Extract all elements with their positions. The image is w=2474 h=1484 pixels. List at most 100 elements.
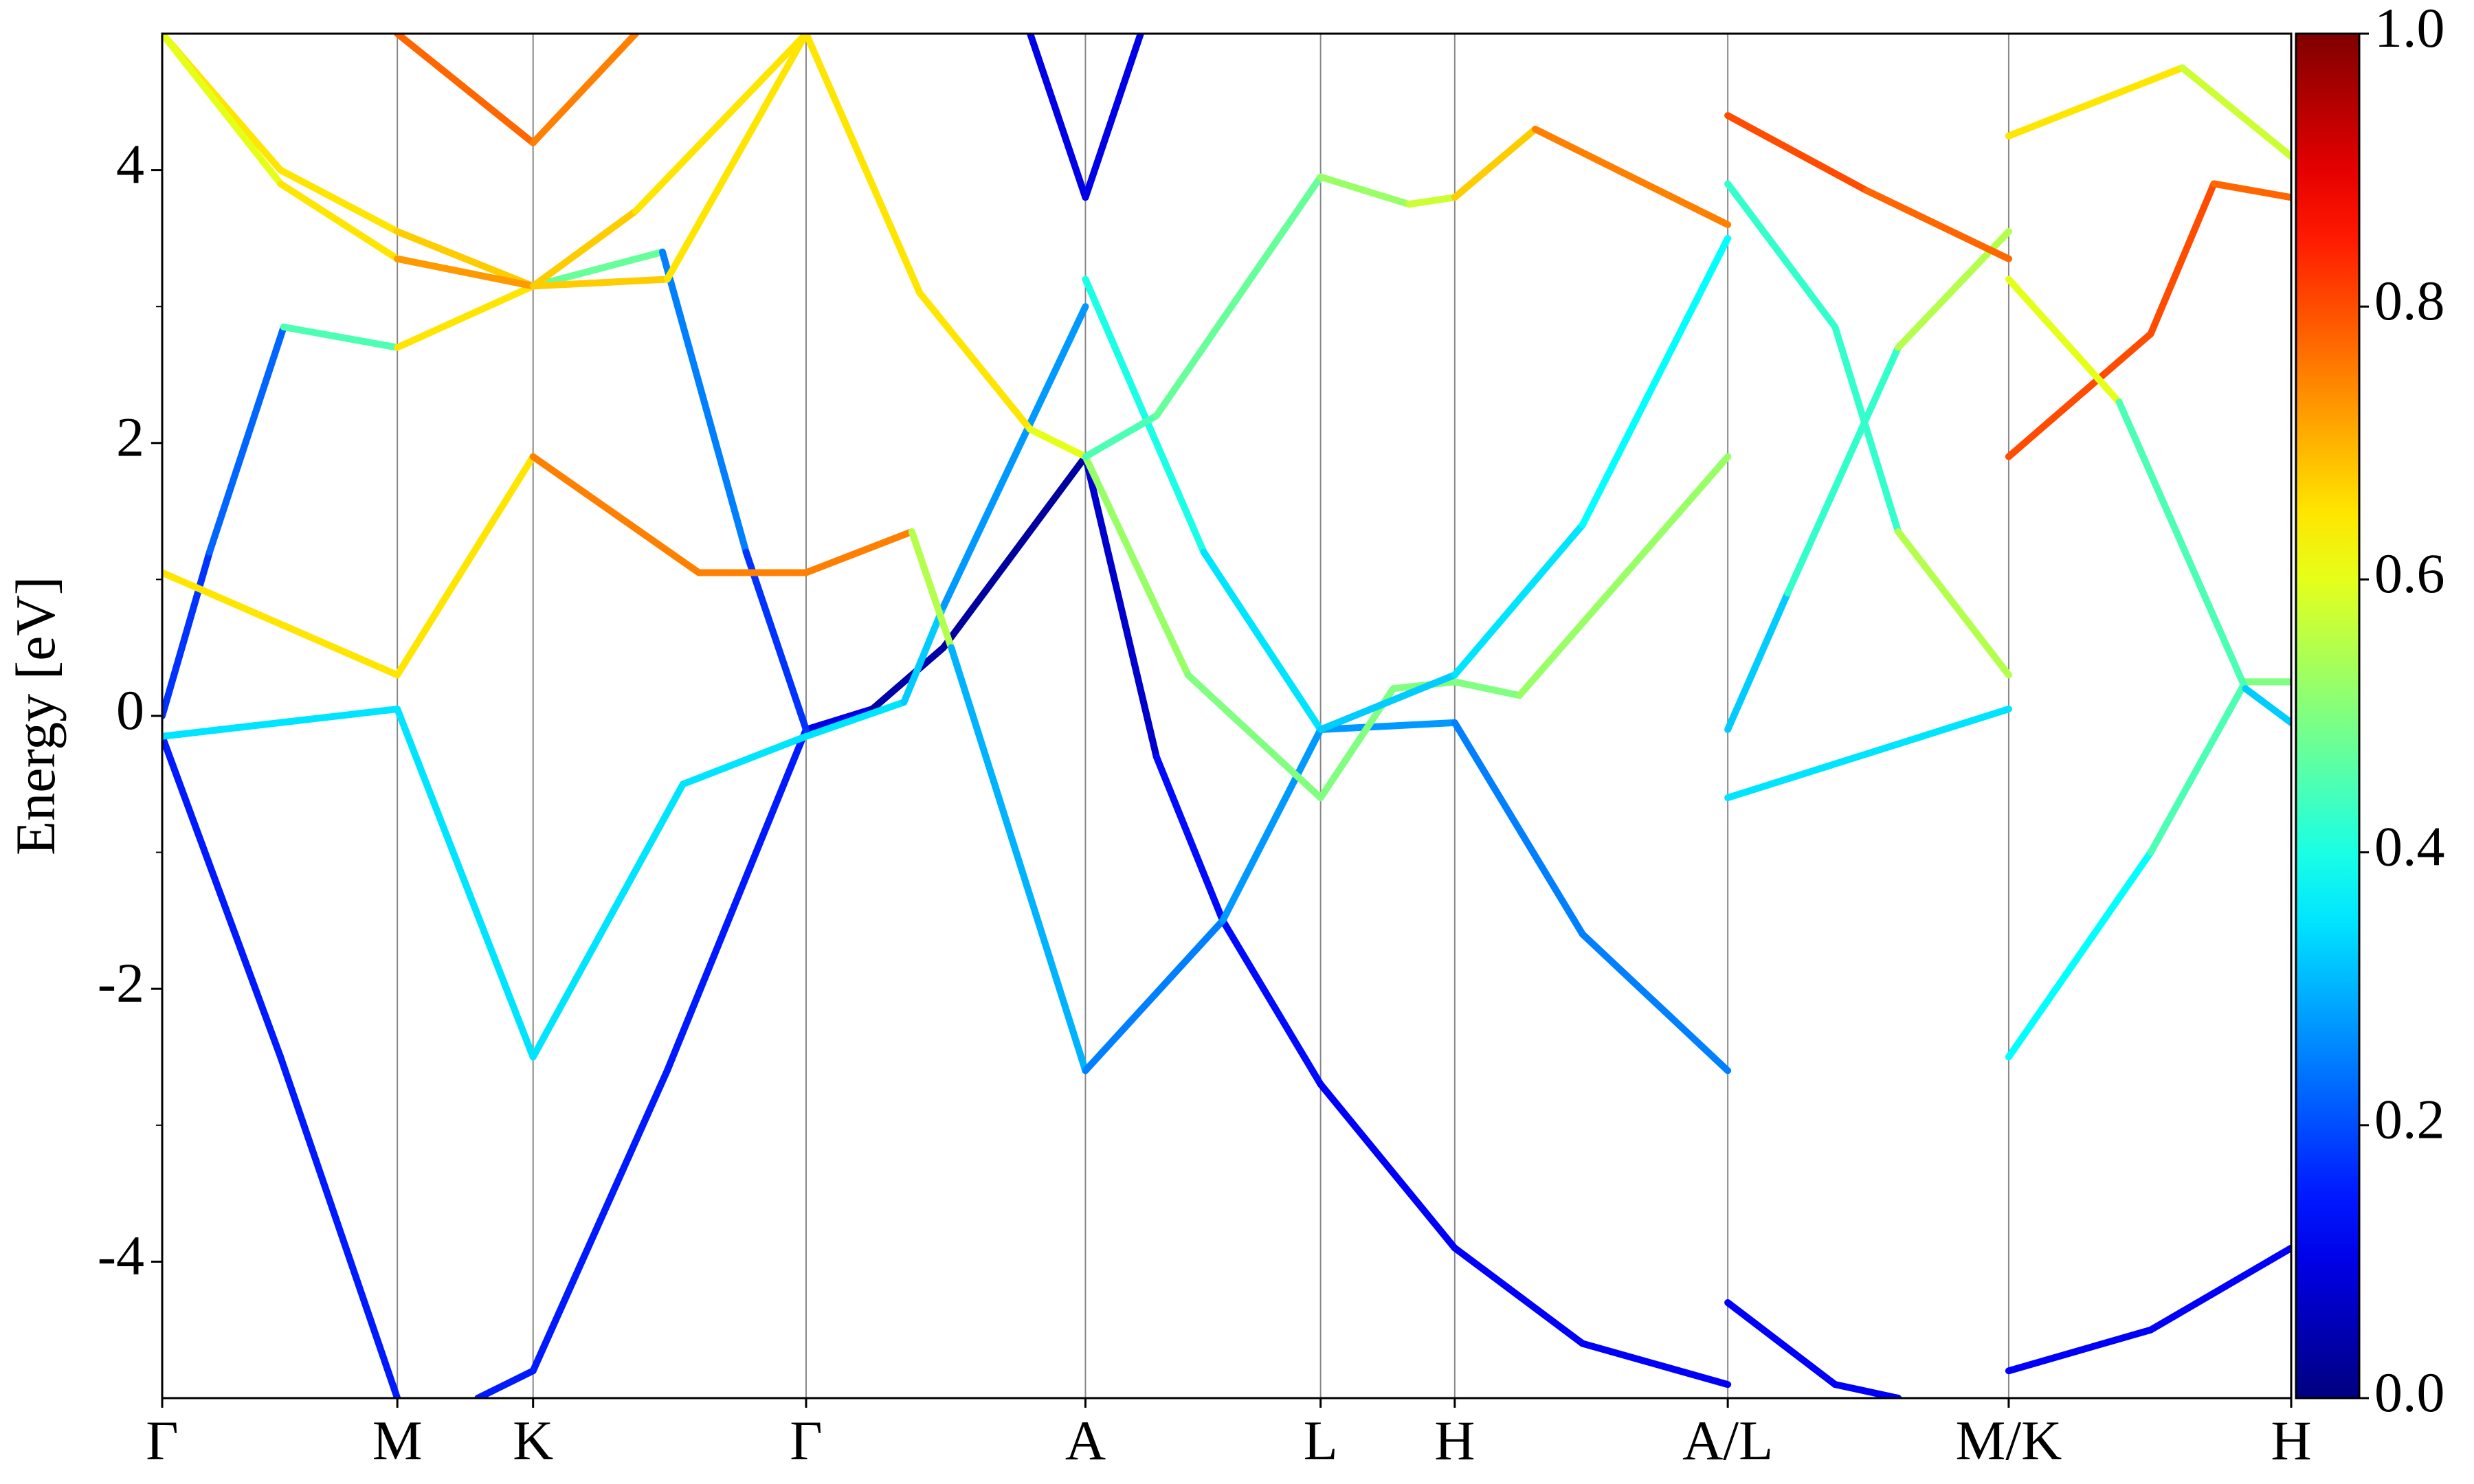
- band-segment: [1200, 548, 1324, 733]
- band-segment: [2005, 276, 2123, 406]
- band-segment: [1895, 528, 2012, 679]
- colorbar-tick-label: 0.2: [2374, 1088, 2445, 1151]
- band-segment: [1317, 173, 1413, 208]
- band-segment: [529, 276, 671, 290]
- band-segment: [162, 706, 401, 740]
- x-tick-label: A: [1065, 1409, 1106, 1472]
- band-segment: [2005, 64, 2186, 139]
- band-segment: [1317, 1081, 1458, 1252]
- band-segment: [1784, 344, 1902, 597]
- band-segment: [529, 453, 702, 576]
- band-segment: [939, 453, 1089, 651]
- band-segment: [1724, 180, 1839, 330]
- band-segment: [1863, 187, 2012, 262]
- band-segment: [916, 289, 1034, 433]
- band-segment: [939, 303, 1089, 611]
- band-segment: [802, 528, 915, 576]
- band-segment: [1152, 173, 1324, 420]
- x-tick-label: M: [372, 1409, 423, 1472]
- band-segment: [1724, 112, 1871, 194]
- band-segment: [1831, 1381, 1902, 1398]
- band-segment: [2147, 180, 2218, 337]
- band-segment: [394, 255, 537, 290]
- colorbar-tick-label: 0.6: [2374, 542, 2445, 605]
- band-segment: [1579, 1340, 1732, 1389]
- band-segment: [1451, 678, 1524, 699]
- band-segment: [2178, 64, 2291, 160]
- band-segment: [1451, 719, 1586, 938]
- x-tick-label: A/L: [1682, 1409, 1773, 1472]
- band-segment: [663, 726, 810, 1075]
- band-segment: [529, 780, 687, 1061]
- y-tick-label: 0: [116, 679, 144, 741]
- colorbar-tick-label: 0.8: [2374, 269, 2445, 332]
- band-segment: [1219, 726, 1324, 924]
- band-segment: [802, 34, 924, 297]
- band-segment: [277, 166, 401, 235]
- band-segment: [1082, 453, 1160, 761]
- colorbar-tick-label: 0.0: [2374, 1361, 2445, 1424]
- band-segment: [2005, 330, 2154, 460]
- band-segment: [162, 732, 285, 1061]
- band-segment: [529, 1067, 671, 1375]
- y-tick-label: 2: [116, 406, 144, 469]
- band-segment: [742, 548, 810, 733]
- band-segment: [1184, 671, 1324, 802]
- band-segment: [1451, 126, 1539, 201]
- band-segment: [277, 1053, 401, 1398]
- band-segment: [277, 180, 401, 262]
- band-segment: [658, 248, 750, 556]
- band-segment: [394, 453, 537, 679]
- band-segment: [869, 644, 947, 713]
- band-segment: [1317, 719, 1458, 733]
- band-segment: [1451, 1244, 1586, 1347]
- band-segment: [632, 34, 810, 215]
- band-segment: [1451, 521, 1586, 679]
- band-segment: [908, 528, 955, 651]
- band-segment: [2210, 180, 2291, 201]
- band-segment: [1724, 589, 1792, 733]
- band-segment: [394, 706, 537, 1061]
- band-segment: [162, 548, 213, 719]
- band-segment: [1531, 126, 1732, 229]
- x-tick-label: H: [1434, 1409, 1475, 1472]
- x-tick-label: Γ: [146, 1409, 178, 1472]
- band-segment: [1027, 425, 1089, 460]
- x-tick-label: M/K: [1955, 1409, 2062, 1472]
- band-segment: [1579, 234, 1732, 528]
- band-segment: [1405, 194, 1458, 208]
- band-segment: [1579, 930, 1732, 1075]
- band-segment: [1082, 917, 1227, 1075]
- colorbar-tick-label: 1.0: [2374, 0, 2445, 59]
- band-segment: [900, 603, 947, 706]
- band-segment: [280, 323, 401, 351]
- x-tick-label: K: [513, 1409, 553, 1472]
- band-segment: [2242, 685, 2291, 726]
- band-segment: [663, 34, 810, 283]
- band-segment: [2005, 1326, 2154, 1375]
- band-segment: [1724, 1298, 1839, 1389]
- y-axis-label: Energy [eV]: [4, 576, 67, 855]
- y-tick-label: -4: [98, 1224, 144, 1287]
- band-segment: [529, 207, 639, 290]
- colorbar-tick-label: 0.4: [2374, 815, 2445, 877]
- band-segment: [162, 569, 401, 679]
- band-segment: [1082, 276, 1207, 556]
- band-segment: [802, 699, 908, 740]
- band-segment: [2147, 678, 2249, 856]
- bands: [162, 34, 2291, 1398]
- band-segment: [2147, 1244, 2291, 1334]
- band-segment: [529, 248, 666, 290]
- band-segment: [205, 323, 287, 556]
- band-segment: [1152, 753, 1227, 924]
- band-segment: [1516, 453, 1732, 699]
- band-segment: [474, 1367, 537, 1398]
- y-tick-label: 4: [116, 133, 144, 195]
- band-segment: [2005, 848, 2154, 1061]
- band-segment: [394, 227, 537, 290]
- band-segment: [948, 644, 1089, 1075]
- band-segment: [1082, 453, 1192, 679]
- colorbar: [2295, 32, 2361, 1399]
- band-segment: [1219, 917, 1324, 1088]
